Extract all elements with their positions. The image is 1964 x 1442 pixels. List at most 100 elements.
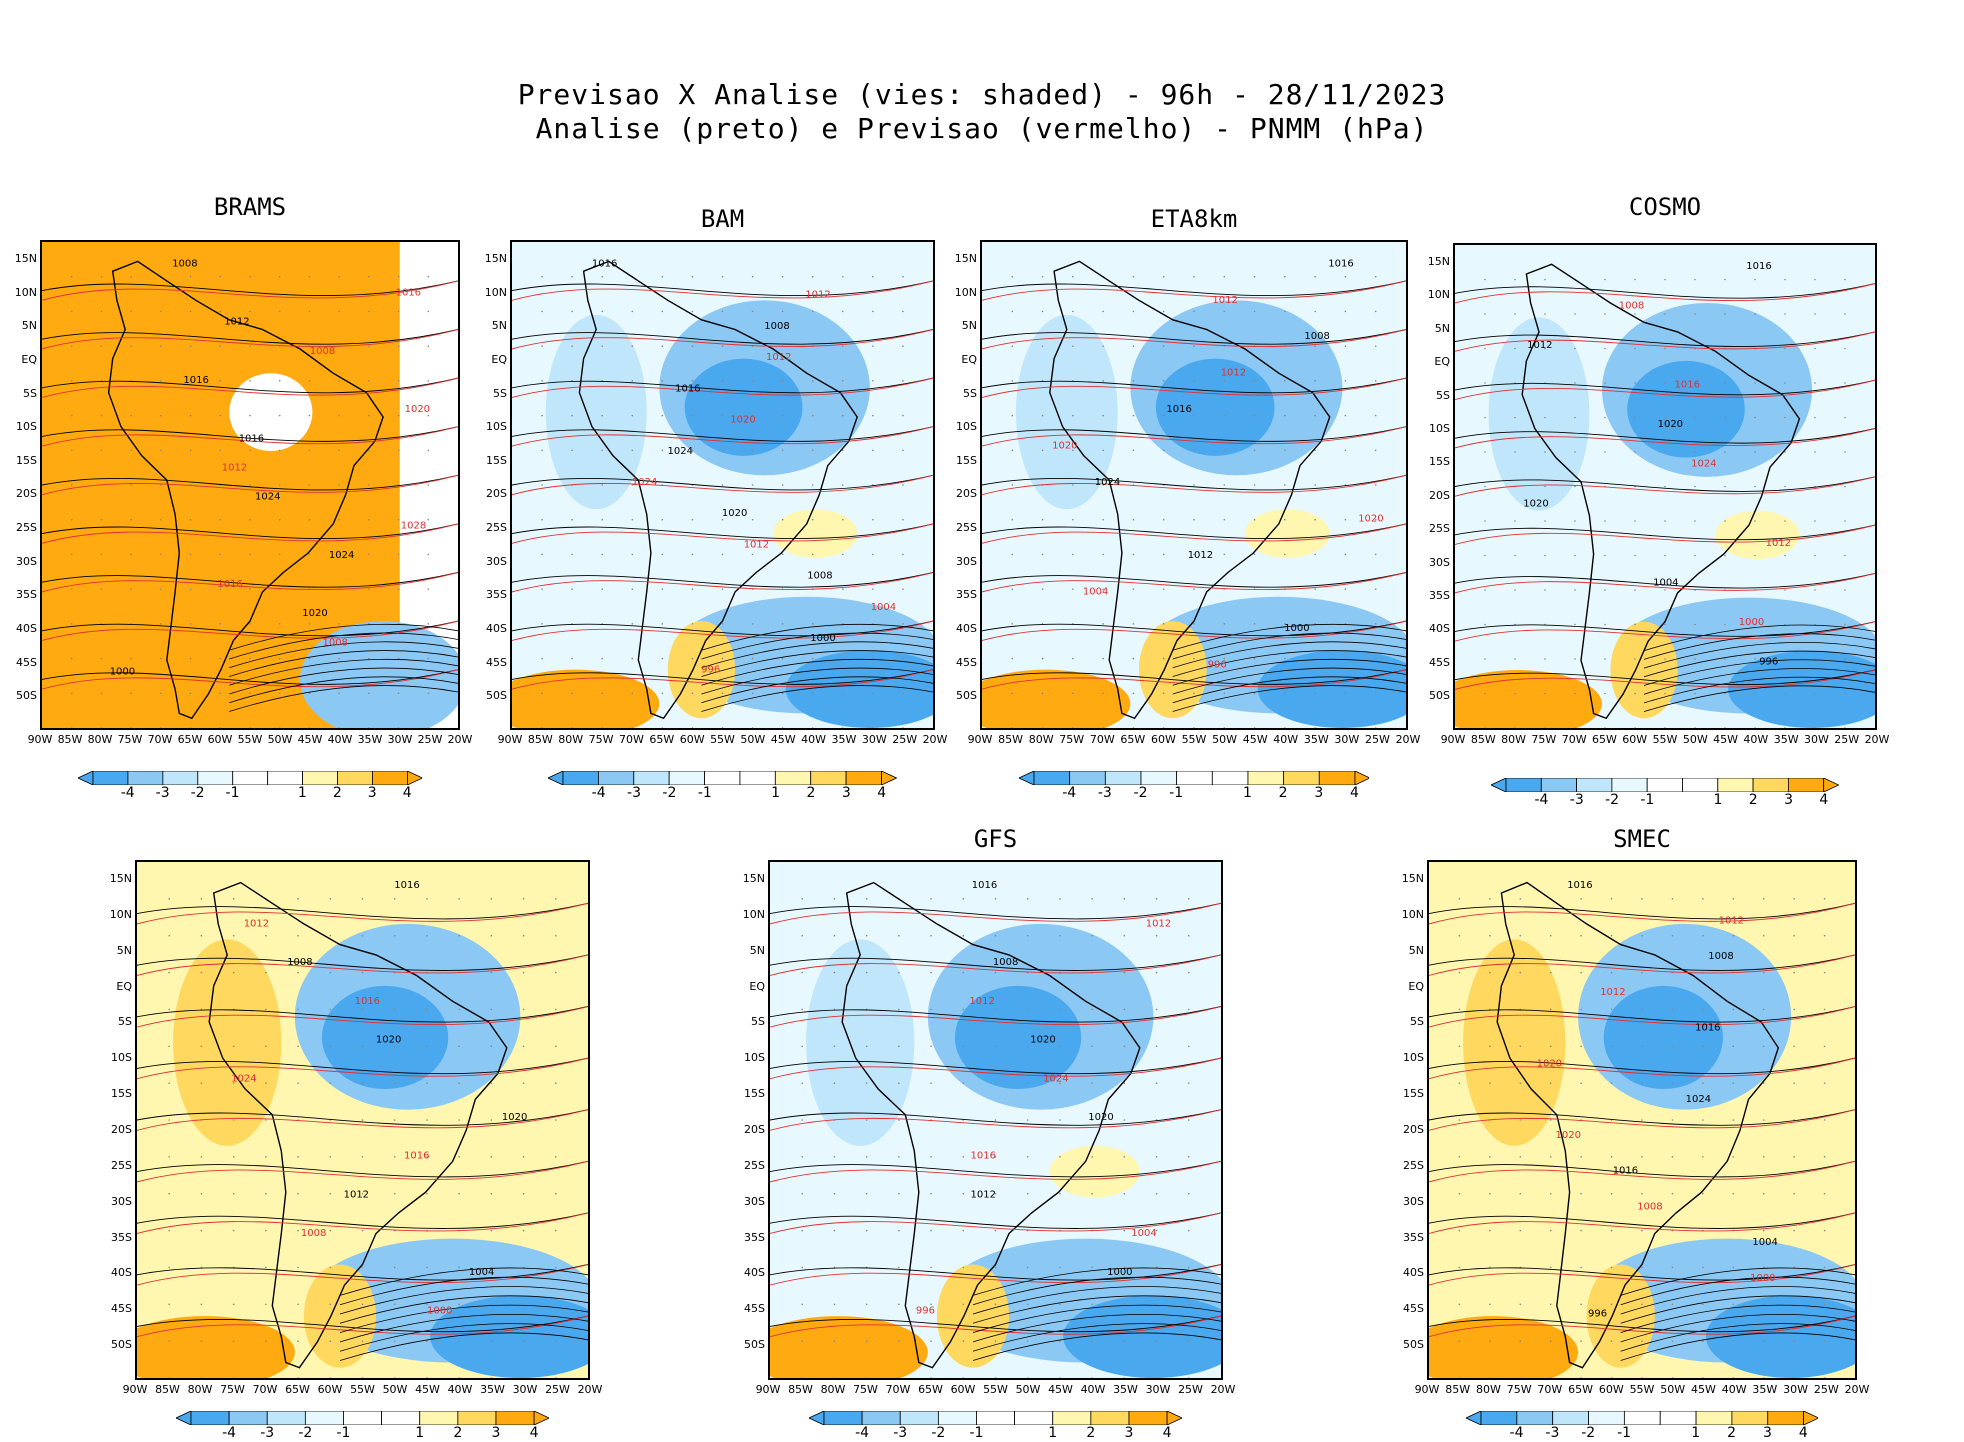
colorbar-label: -3: [1545, 1425, 1560, 1441]
lat-tick-label: 10S: [111, 1051, 132, 1065]
lon-tick-label: 90W: [497, 733, 523, 746]
bias-region: [1015, 314, 1118, 510]
colorbar: -4 -3 -2 -1 1 2 3 4: [1017, 770, 1371, 802]
lat-tick-label: 10N: [1401, 907, 1424, 921]
lon-tick-label: 30W: [1803, 733, 1829, 746]
lon-tick-label: 20W: [447, 733, 473, 746]
isobar-label: 1012: [971, 1189, 996, 1200]
analysis-isobar: [770, 954, 1221, 971]
isobar-label: 1020: [1030, 1035, 1055, 1046]
forecast-isobar: [137, 1264, 588, 1286]
lon-tick-label: 20W: [1395, 733, 1421, 746]
lon-tick-label: 70W: [147, 733, 173, 746]
lon-tick-label: 85W: [788, 1383, 813, 1396]
analysis-isobar: [1172, 623, 1406, 651]
lon-tick-label: 45W: [1713, 733, 1738, 746]
lon-tick-label: 45W: [297, 733, 323, 746]
analysis-isobar: [339, 1323, 588, 1352]
forecast-isobar: [1455, 331, 1875, 352]
colorbar-label: 3: [841, 785, 851, 801]
colorbar-arrow-right: [1802, 1410, 1820, 1426]
lon-tick-label: 25W: [1834, 733, 1860, 746]
lat-tick-label: 10S: [744, 1051, 765, 1065]
coastline: [208, 881, 508, 1369]
analysis-isobar: [1429, 1006, 1855, 1023]
lon-tick-label: 50W: [740, 733, 766, 746]
lat-tick-label: 5S: [23, 386, 37, 400]
lat-tick-label: 5N: [491, 319, 507, 333]
analysis-isobar: [982, 377, 1406, 394]
colorbar-label: -2: [1581, 1425, 1596, 1441]
isobar-label: 1016: [1567, 880, 1592, 891]
coastline: [841, 881, 1141, 1369]
analysis-isobar: [701, 632, 933, 660]
lat-tick-label: 5N: [116, 943, 132, 957]
lat-tick-label: 50S: [486, 689, 507, 703]
colorbar-label: 1: [1048, 1425, 1058, 1441]
lat-tick-label: 10S: [956, 420, 977, 434]
analysis-isobar: [1643, 685, 1875, 712]
map-canvas: 1016 1012 1008 1016 1020 1024 1020 1016 1012 1008…: [137, 862, 588, 1378]
lat-tick-label: 30S: [956, 554, 977, 568]
analysis-isobar: [512, 377, 933, 394]
lat-tick-label: EQ: [1408, 979, 1424, 993]
lat-tick-label: 40S: [1403, 1266, 1424, 1280]
forecast-isobar: [770, 954, 1221, 976]
colorbar-label: -3: [260, 1425, 275, 1441]
colorbar-swatch: [1282, 770, 1320, 786]
lat-tick-label: 15S: [111, 1087, 132, 1101]
lon-tick-label: 65W: [1568, 1383, 1593, 1396]
analysis-isobar: [1172, 650, 1406, 677]
analysis-isobar: [1455, 476, 1875, 492]
colorbar-swatch: [1480, 1410, 1517, 1426]
lon-tick-label: 55W: [1181, 733, 1207, 746]
lon-tick-label: 70W: [252, 1383, 278, 1396]
forecast-isobar: [512, 329, 933, 350]
lon-tick-label: 65W: [177, 733, 203, 746]
forecast-isobar: [1455, 283, 1875, 304]
analysis-isobar: [137, 1057, 588, 1075]
forecast-isobar: [1429, 1264, 1855, 1286]
lon-tick-label: 25W: [417, 733, 443, 746]
colorbar-arrow-right: [1354, 770, 1371, 786]
forecast-isobar: [770, 1160, 1221, 1183]
forecast-isobar: [770, 1109, 1221, 1131]
colorbar: -4 -3 -2 -1 1 2 3 4: [1464, 1410, 1820, 1442]
analysis-isobar: [770, 1315, 1221, 1333]
lat-tick-label: 15S: [486, 453, 507, 467]
isobar-label: 1008: [764, 321, 789, 332]
lat-tick-label: 10N: [742, 907, 765, 921]
analysis-isobar: [1620, 1323, 1855, 1352]
lat-tick-label: 35S: [956, 588, 977, 602]
colorbar-swatch: [336, 770, 373, 786]
colorbar-label: -2: [1605, 792, 1620, 808]
analysis-isobar: [512, 329, 933, 345]
analysis-isobar: [42, 329, 458, 345]
isobar-label: 1004: [1083, 586, 1108, 597]
lon-tick-label: 55W: [710, 733, 735, 746]
lon-tick-label: 60W: [207, 733, 233, 746]
lat-tick-label: 15S: [1429, 455, 1450, 469]
analysis-isobar: [1455, 428, 1875, 444]
analysis-isobar: [137, 954, 588, 971]
isobar-label: 1020: [1556, 1130, 1581, 1141]
isobar-label: 1008: [172, 258, 197, 269]
colorbar-swatch: [1695, 1410, 1732, 1426]
colorbar-label: -1: [336, 1425, 351, 1441]
lat-tick-label: 35S: [1403, 1230, 1424, 1244]
analysis-isobar: [229, 641, 458, 669]
lat-tick-label: 25S: [486, 521, 507, 535]
lat-tick-label: 20S: [1429, 488, 1450, 502]
lat-tick-label: 15S: [956, 453, 977, 467]
forecast-isobar: [1455, 621, 1875, 642]
bias-region: [1603, 985, 1723, 1090]
lon-tick-label: 25W: [1364, 733, 1390, 746]
isobar-label: 1024: [1686, 1094, 1711, 1105]
isobar-label: 1008: [993, 957, 1018, 968]
isobar-label: 1012: [224, 317, 249, 328]
isobar-label: 1008: [310, 346, 335, 357]
lon-tick-label: 45W: [1690, 1383, 1716, 1396]
lat-tick-label: 30S: [744, 1194, 765, 1208]
lon-tick-label: 50W: [267, 733, 293, 746]
lat-tick-label: 45S: [1403, 1302, 1424, 1316]
